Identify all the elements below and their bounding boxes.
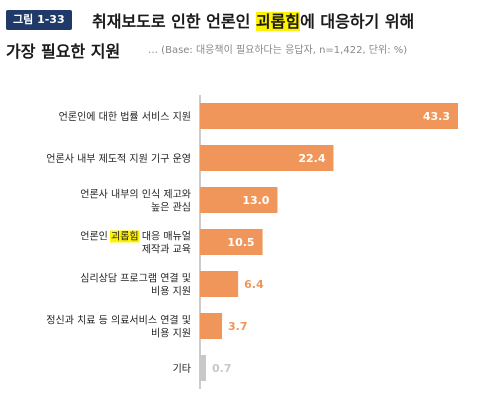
- category-label-0-0: 언론인에 대한 법률 서비스 지원: [59, 111, 191, 123]
- value-label-4: 6.4: [244, 278, 264, 291]
- title-suffix: 에 대응하기 위해: [300, 12, 415, 31]
- chart-subtitle: … (Base: 대응책이 필요하다는 응답자, n=1,422, 단위: %): [148, 45, 408, 56]
- chart-title: 취재보도로 인한 언론인 괴롭힘에 대응하기 위해: [92, 8, 414, 32]
- value-label-3: 10.5: [227, 236, 254, 249]
- category-label-2-1: 높은 관심: [151, 202, 191, 214]
- figure-number-badge: 그림 1-33: [6, 10, 72, 30]
- bar-4: [200, 271, 239, 297]
- value-label-0: 43.3: [423, 110, 450, 123]
- bar-6: [200, 355, 206, 381]
- category-label-4-1: 비용 지원: [151, 286, 191, 298]
- title-prefix: 취재보도로 인한 언론인: [92, 12, 256, 31]
- highlight-mark-3: [110, 230, 140, 243]
- value-label-5: 3.7: [228, 320, 248, 333]
- bar-2: [200, 187, 278, 213]
- bar-5: [200, 313, 223, 339]
- category-label-3-1: 제작과 교육: [142, 244, 191, 256]
- bar-0: [200, 103, 458, 129]
- bar-1: [200, 145, 334, 171]
- category-label-2-0: 언론사 내부의 인식 제고와: [80, 189, 191, 201]
- category-label-3-0: 언론인 괴롭힘 대응 매뉴얼: [80, 231, 191, 243]
- category-label-5-0: 정신과 치료 등 의료서비스 연결 및: [46, 315, 191, 327]
- category-label-6-0: 기타: [173, 363, 191, 375]
- category-label-1-0: 언론사 내부 제도적 지원 기구 운영: [46, 153, 191, 165]
- category-label-5-1: 비용 지원: [151, 328, 191, 340]
- category-label-4-0: 심리상담 프로그램 연결 및: [80, 273, 191, 285]
- bar-3: [200, 229, 263, 255]
- chart-title-line2: 가장 필요한 지원: [6, 42, 121, 61]
- value-label-6: 0.7: [212, 362, 232, 375]
- value-label-1: 22.4: [298, 152, 325, 165]
- value-label-2: 13.0: [242, 194, 269, 207]
- title-highlight: 괴롭힘: [255, 12, 301, 31]
